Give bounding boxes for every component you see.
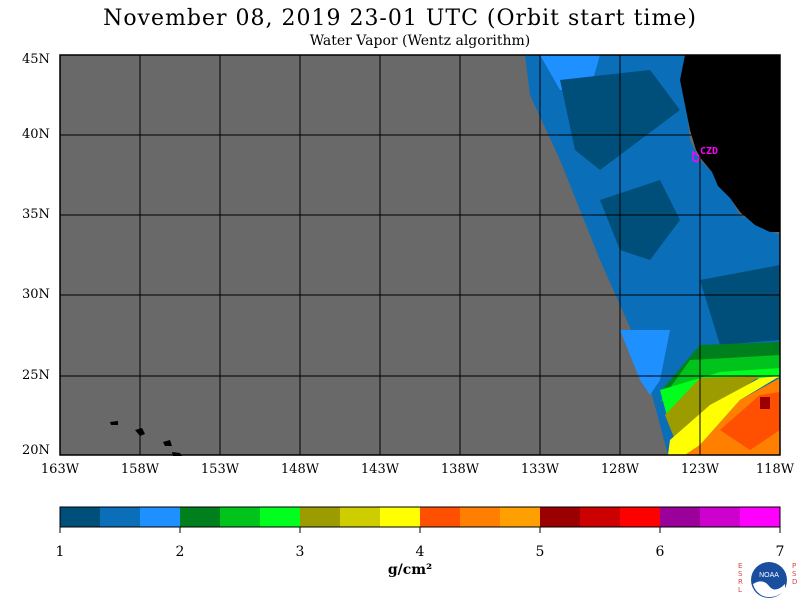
lon-label-128w: 128W [600,462,640,477]
colorbar-swatch [620,507,660,527]
colorbar-label-1: 1 [55,544,65,560]
colorbar-swatch [460,507,500,527]
colorbar-swatch [540,507,580,527]
lon-label-123w: 123W [680,462,720,477]
lon-label-153w: 153W [200,462,240,477]
land-mass [680,55,780,232]
lat-label-45n: 45N [22,52,50,67]
lon-label-143w: 143W [360,462,400,477]
colorbar-label-2: 2 [175,544,185,560]
plume-max [760,397,770,409]
lat-label-25n: 25N [22,368,50,383]
lon-label-133w: 133W [520,462,560,477]
lat-label-35n: 35N [22,207,50,222]
swath-blue-patch-2 [620,330,670,395]
lat-label-20n: 20N [22,443,50,458]
colorbar-swatch [180,507,220,527]
colorbar-label-5: 5 [535,544,545,560]
colorbar-swatch [660,507,700,527]
colorbar-label-6: 6 [655,544,665,560]
colorbar-swatch [300,507,340,527]
colorbar-swatch [380,507,420,527]
lon-label-148w: 148W [280,462,320,477]
station-marker-icon [692,150,701,163]
lon-label-138w: 138W [440,462,480,477]
colorbar-swatch [220,507,260,527]
colorbar-units: g/cm² [387,562,433,578]
colorbar-swatch [140,507,180,527]
colorbar-swatch [260,507,300,527]
colorbar-swatch [420,507,460,527]
logo-center-text: NOAA [759,572,779,579]
colorbar-swatch [580,507,620,527]
station-label: CZD [700,146,719,157]
colorbar-swatch [700,507,740,527]
map-title: November 08, 2019 23-01 UTC (Orbit start… [103,6,697,31]
hawaii-island-1 [110,421,118,425]
colorbar-swatch [740,507,780,527]
colorbar-swatch [340,507,380,527]
colorbar-label-4: 4 [415,544,425,560]
colorbar-swatch [60,507,100,527]
map-subtitle: Water Vapor (Wentz algorithm) [309,33,531,49]
noaa-emblem-icon: NOAA [751,562,787,598]
colorbar-swatch [500,507,540,527]
lon-label-118w: 118W [755,462,795,477]
colorbar-swatch [100,507,140,527]
swath-dark-patch-3 [700,265,780,345]
plume-yellow [668,376,780,455]
lat-label-30n: 30N [22,287,50,302]
colorbar-label-3: 3 [295,544,305,560]
lat-label-40n: 40N [22,127,50,142]
colorbar-label-7: 7 [775,544,785,560]
lon-label-158w: 158W [120,462,160,477]
map-border [59,54,781,456]
lon-label-163w: 163W [40,462,80,477]
grid-lines [60,55,780,455]
colorbar [59,506,781,533]
hawaii-island-3 [163,440,172,446]
